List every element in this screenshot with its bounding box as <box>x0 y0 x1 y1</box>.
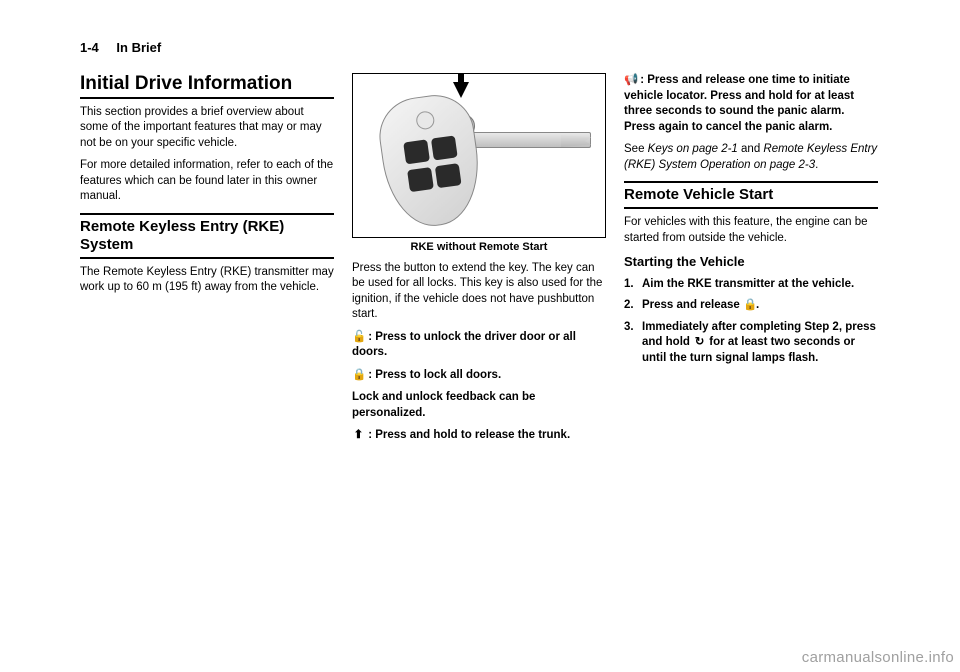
panic-desc: 📢 : Press and release one time to initia… <box>624 73 878 135</box>
brand-logo-icon <box>415 110 435 130</box>
trunk-desc: ⬆ : Press and hold to release the trunk. <box>352 428 606 444</box>
unlock-icon: 🔓 <box>352 330 365 346</box>
step2-text: Press and release <box>642 299 743 311</box>
heading-remote-start: Remote Vehicle Start <box>624 181 878 209</box>
paragraph: The Remote Keyless Entry (RKE) transmitt… <box>80 265 334 296</box>
column-1: Initial Drive Information This section p… <box>80 73 334 451</box>
see-text: See <box>624 143 648 155</box>
fob-panic-button <box>407 167 434 192</box>
unlock-text: Press to unlock the driver door or all d… <box>352 331 576 359</box>
see-end: . <box>815 159 818 171</box>
lock-icon: 🔒 <box>352 368 365 384</box>
see-and: and <box>738 143 764 155</box>
remote-start-icon: ↻ <box>693 335 706 351</box>
step-3: Immediately after completing Step 2, pre… <box>624 320 878 367</box>
heading-initial-drive: Initial Drive Information <box>80 73 334 99</box>
paragraph: For vehicles with this feature, the engi… <box>624 215 878 246</box>
heading-starting-vehicle: Starting the Vehicle <box>624 253 878 271</box>
figure-caption: RKE without Remote Start <box>352 240 606 255</box>
see-reference: See Keys on page 2-1 and Remote Keyless … <box>624 142 878 173</box>
step-1: Aim the RKE transmitter at the vehicle. <box>624 277 878 293</box>
watermark: carmanualsonline.info <box>802 649 954 666</box>
section-name: In Brief <box>116 40 161 55</box>
lock-icon: 🔒 <box>743 298 756 314</box>
key-fob <box>374 90 486 232</box>
panic-icon: 📢 <box>624 73 637 89</box>
step-2: Press and release 🔒. <box>624 298 878 314</box>
paragraph: Press the button to extend the key. The … <box>352 261 606 323</box>
fob-trunk-button <box>435 163 462 188</box>
lock-desc: 🔒 : Press to lock all doors. <box>352 368 606 384</box>
page-number: 1-4 <box>80 40 99 55</box>
trunk-text: Press and hold to release the trunk. <box>375 429 570 441</box>
paragraph: Lock and unlock feedback can be personal… <box>352 390 606 421</box>
trunk-icon: ⬆ <box>352 428 365 444</box>
fob-lock-button <box>403 139 430 164</box>
column-2: RKE without Remote Start Press the butto… <box>352 73 606 451</box>
column-3: 📢 : Press and release one time to initia… <box>624 73 878 451</box>
figure-rke-key <box>352 73 606 238</box>
lock-text: Press to lock all doors. <box>375 369 501 381</box>
paragraph: This section provides a brief overview a… <box>80 105 334 152</box>
columns: Initial Drive Information This section p… <box>80 73 880 451</box>
step2-end: . <box>756 299 759 311</box>
ref-keys: Keys on page 2-1 <box>648 143 738 155</box>
fob-unlock-button <box>431 135 458 160</box>
panic-text: Press and release one time to initiate v… <box>624 74 854 133</box>
arrow-down-icon <box>453 82 469 98</box>
page: 1-4 In Brief Initial Drive Information T… <box>80 40 880 451</box>
feedback-text: Lock and unlock feedback can be personal… <box>352 391 535 419</box>
unlock-desc: 🔓 : Press to unlock the driver door or a… <box>352 330 606 361</box>
paragraph: For more detailed information, refer to … <box>80 158 334 205</box>
key-blade <box>471 132 591 148</box>
heading-rke-system: Remote Keyless Entry (RKE) System <box>80 213 334 259</box>
steps-list: Aim the RKE transmitter at the vehicle. … <box>624 277 878 367</box>
page-header: 1-4 In Brief <box>80 40 880 55</box>
